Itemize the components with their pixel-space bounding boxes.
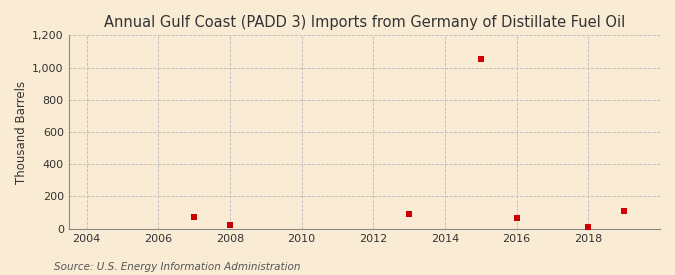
Point [511, 216, 522, 220]
Point [404, 212, 414, 216]
Title: Annual Gulf Coast (PADD 3) Imports from Germany of Distillate Fuel Oil: Annual Gulf Coast (PADD 3) Imports from … [104, 15, 625, 30]
Point [475, 56, 486, 61]
Point [225, 222, 236, 227]
Point [583, 225, 594, 229]
Point [619, 209, 630, 213]
Point [189, 214, 200, 219]
Y-axis label: Thousand Barrels: Thousand Barrels [15, 80, 28, 183]
Text: Source: U.S. Energy Information Administration: Source: U.S. Energy Information Administ… [54, 262, 300, 272]
